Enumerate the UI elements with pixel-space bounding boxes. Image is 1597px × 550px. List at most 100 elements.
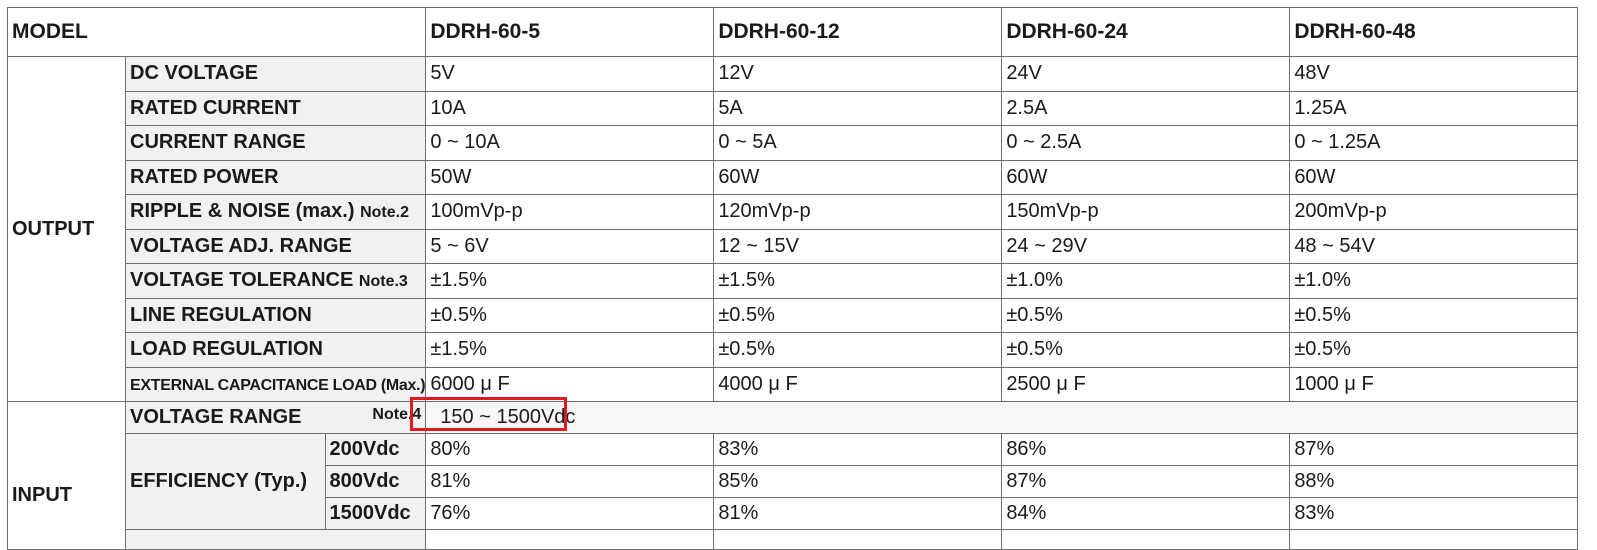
- row-label: RIPPLE & NOISE (max.) Note.2: [124, 194, 427, 230]
- cell-value: [1289, 529, 1579, 550]
- cell-value: 87%: [1001, 465, 1291, 498]
- cell-value: 2.5A: [1001, 90, 1291, 126]
- cell-value: 60W: [713, 159, 1003, 195]
- row-label: CURRENT RANGE: [124, 125, 427, 161]
- note-ref: Note.2: [360, 204, 409, 222]
- cell-value: 24V: [1001, 56, 1291, 92]
- row-label: RATED CURRENT: [124, 90, 427, 126]
- note-ref: Note.3: [358, 273, 408, 291]
- output-row: LINE REGULATION ±0.5% ±0.5% ±0.5% ±0.5%: [8, 297, 1579, 333]
- cell-value: 12V: [713, 56, 1003, 92]
- output-row: VOLTAGE ADJ. RANGE 5 ~ 6V 12 ~ 15V 24 ~ …: [8, 228, 1579, 264]
- cell-value: 24 ~ 29V: [1001, 228, 1291, 264]
- cell-value: 85%: [713, 465, 1003, 498]
- output-row: EXTERNAL CAPACITANCE LOAD (Max.) 6000 μ …: [8, 366, 1579, 402]
- efficiency-condition: 1500Vdc: [324, 497, 427, 530]
- cell-value: 81%: [713, 497, 1003, 530]
- row-label: VOLTAGE RANGE Note.4: [124, 401, 427, 434]
- row-label: [124, 529, 427, 550]
- cell-value: ±0.5%: [713, 332, 1003, 368]
- model-name: DDRH-60-24: [1001, 7, 1291, 57]
- output-row: LOAD REGULATION ±1.5% ±0.5% ±0.5% ±0.5%: [8, 332, 1579, 368]
- cell-value: 200mVp-p: [1289, 194, 1579, 230]
- model-name: DDRH-60-12: [713, 7, 1003, 57]
- cell-value: ±1.0%: [1289, 263, 1579, 299]
- cell-value: 84%: [1001, 497, 1291, 530]
- row-label: RATED POWER: [124, 159, 427, 195]
- cell-value: 1000 μ F: [1289, 366, 1579, 402]
- output-row: VOLTAGE TOLERANCE Note.3 ±1.5% ±1.5% ±1.…: [8, 263, 1579, 299]
- cell-value: 2500 μ F: [1001, 366, 1291, 402]
- cell-value: ±1.5%: [425, 332, 715, 368]
- row-label: VOLTAGE TOLERANCE Note.3: [124, 263, 427, 299]
- cell-value: 48V: [1289, 56, 1579, 92]
- cell-value: 60W: [1001, 159, 1291, 195]
- cell-value: 5V: [425, 56, 715, 92]
- voltage-range-value: 150 ~ 1500Vdc: [425, 401, 1579, 434]
- efficiency-row: 800Vdc 81% 85% 87% 88%: [8, 465, 1579, 498]
- cell-value: 100mVp-p: [425, 194, 715, 230]
- cell-value: 0 ~ 1.25A: [1289, 125, 1579, 161]
- cell-value: 0 ~ 5A: [713, 125, 1003, 161]
- row-label: EXTERNAL CAPACITANCE LOAD (Max.): [124, 366, 427, 402]
- cell-value: 86%: [1001, 433, 1291, 466]
- cell-value: 5A: [713, 90, 1003, 126]
- cell-value: ±0.5%: [1289, 332, 1579, 368]
- cell-value: 80%: [425, 433, 715, 466]
- row-label: LINE REGULATION: [124, 297, 427, 333]
- cell-value: 48 ~ 54V: [1289, 228, 1579, 264]
- model-name: DDRH-60-5: [425, 7, 715, 57]
- note-ref: Note.4: [372, 406, 422, 423]
- efficiency-condition: 200Vdc: [324, 433, 427, 466]
- cell-value: 120mVp-p: [713, 194, 1003, 230]
- output-row: RATED CURRENT 10A 5A 2.5A 1.25A: [8, 90, 1579, 126]
- output-row: OUTPUT DC VOLTAGE 5V 12V 24V 48V: [7, 56, 1579, 402]
- cell-value: 12 ~ 15V: [713, 228, 1003, 264]
- output-row: RIPPLE & NOISE (max.) Note.2 100mVp-p 12…: [8, 194, 1579, 230]
- output-row: RATED POWER 50W 60W 60W 60W: [8, 159, 1579, 195]
- cell-value: 10A: [425, 90, 715, 126]
- model-name: DDRH-60-48: [1289, 7, 1579, 57]
- model-label: MODEL: [6, 7, 427, 57]
- cell-value: 1.25A: [1289, 90, 1579, 126]
- cell-value: 5 ~ 6V: [425, 228, 715, 264]
- cell-value: 4000 μ F: [713, 366, 1003, 402]
- cell-value: 88%: [1289, 465, 1579, 498]
- cell-value: ±1.0%: [1001, 263, 1291, 299]
- cell-value: ±0.5%: [1001, 297, 1291, 333]
- cell-value: ±1.5%: [713, 263, 1003, 299]
- cell-value: 0 ~ 2.5A: [1001, 125, 1291, 161]
- cell-value: 81%: [425, 465, 715, 498]
- cell-value: [1001, 529, 1291, 550]
- model-header-row: MODEL DDRH-60-5 DDRH-60-12 DDRH-60-24 DD…: [6, 7, 1579, 57]
- efficiency-condition: 800Vdc: [324, 465, 427, 498]
- efficiency-row: EFFICIENCY (Typ.) 200Vdc 80% 83% 86% 87%: [8, 433, 1579, 530]
- row-label: LOAD REGULATION: [124, 332, 427, 368]
- cell-value: 83%: [713, 433, 1003, 466]
- cell-value: 6000 μ F: [425, 366, 715, 402]
- cell-value: ±0.5%: [1289, 297, 1579, 333]
- input-group-label: INPUT: [7, 401, 126, 550]
- cell-value: ±1.5%: [425, 263, 715, 299]
- cell-value: 87%: [1289, 433, 1579, 466]
- input-voltage-range-row: INPUT VOLTAGE RANGE Note.4 150 ~ 1500Vdc: [7, 401, 1579, 550]
- cell-value: ±0.5%: [713, 297, 1003, 333]
- cell-value: 150mVp-p: [1001, 194, 1291, 230]
- cell-value: ±0.5%: [425, 297, 715, 333]
- cell-value: [713, 529, 1003, 550]
- cell-value: 76%: [425, 497, 715, 530]
- cell-value: [425, 529, 715, 550]
- cell-value: 0 ~ 10A: [425, 125, 715, 161]
- row-label: DC VOLTAGE: [124, 56, 427, 92]
- cell-value: 50W: [425, 159, 715, 195]
- efficiency-row: 1500Vdc 76% 81% 84% 83%: [8, 497, 1579, 530]
- row-label: EFFICIENCY (Typ.): [125, 433, 326, 530]
- spec-table: MODEL DDRH-60-5 DDRH-60-12 DDRH-60-24 DD…: [6, 7, 1579, 550]
- cell-value: ±0.5%: [1001, 332, 1291, 368]
- cell-value: 60W: [1289, 159, 1579, 195]
- output-row: CURRENT RANGE 0 ~ 10A 0 ~ 5A 0 ~ 2.5A 0 …: [8, 125, 1579, 161]
- cell-value: 83%: [1289, 497, 1579, 530]
- row-label: VOLTAGE ADJ. RANGE: [124, 228, 427, 264]
- input-next-row: [8, 529, 1579, 550]
- output-group-label: OUTPUT: [7, 56, 126, 402]
